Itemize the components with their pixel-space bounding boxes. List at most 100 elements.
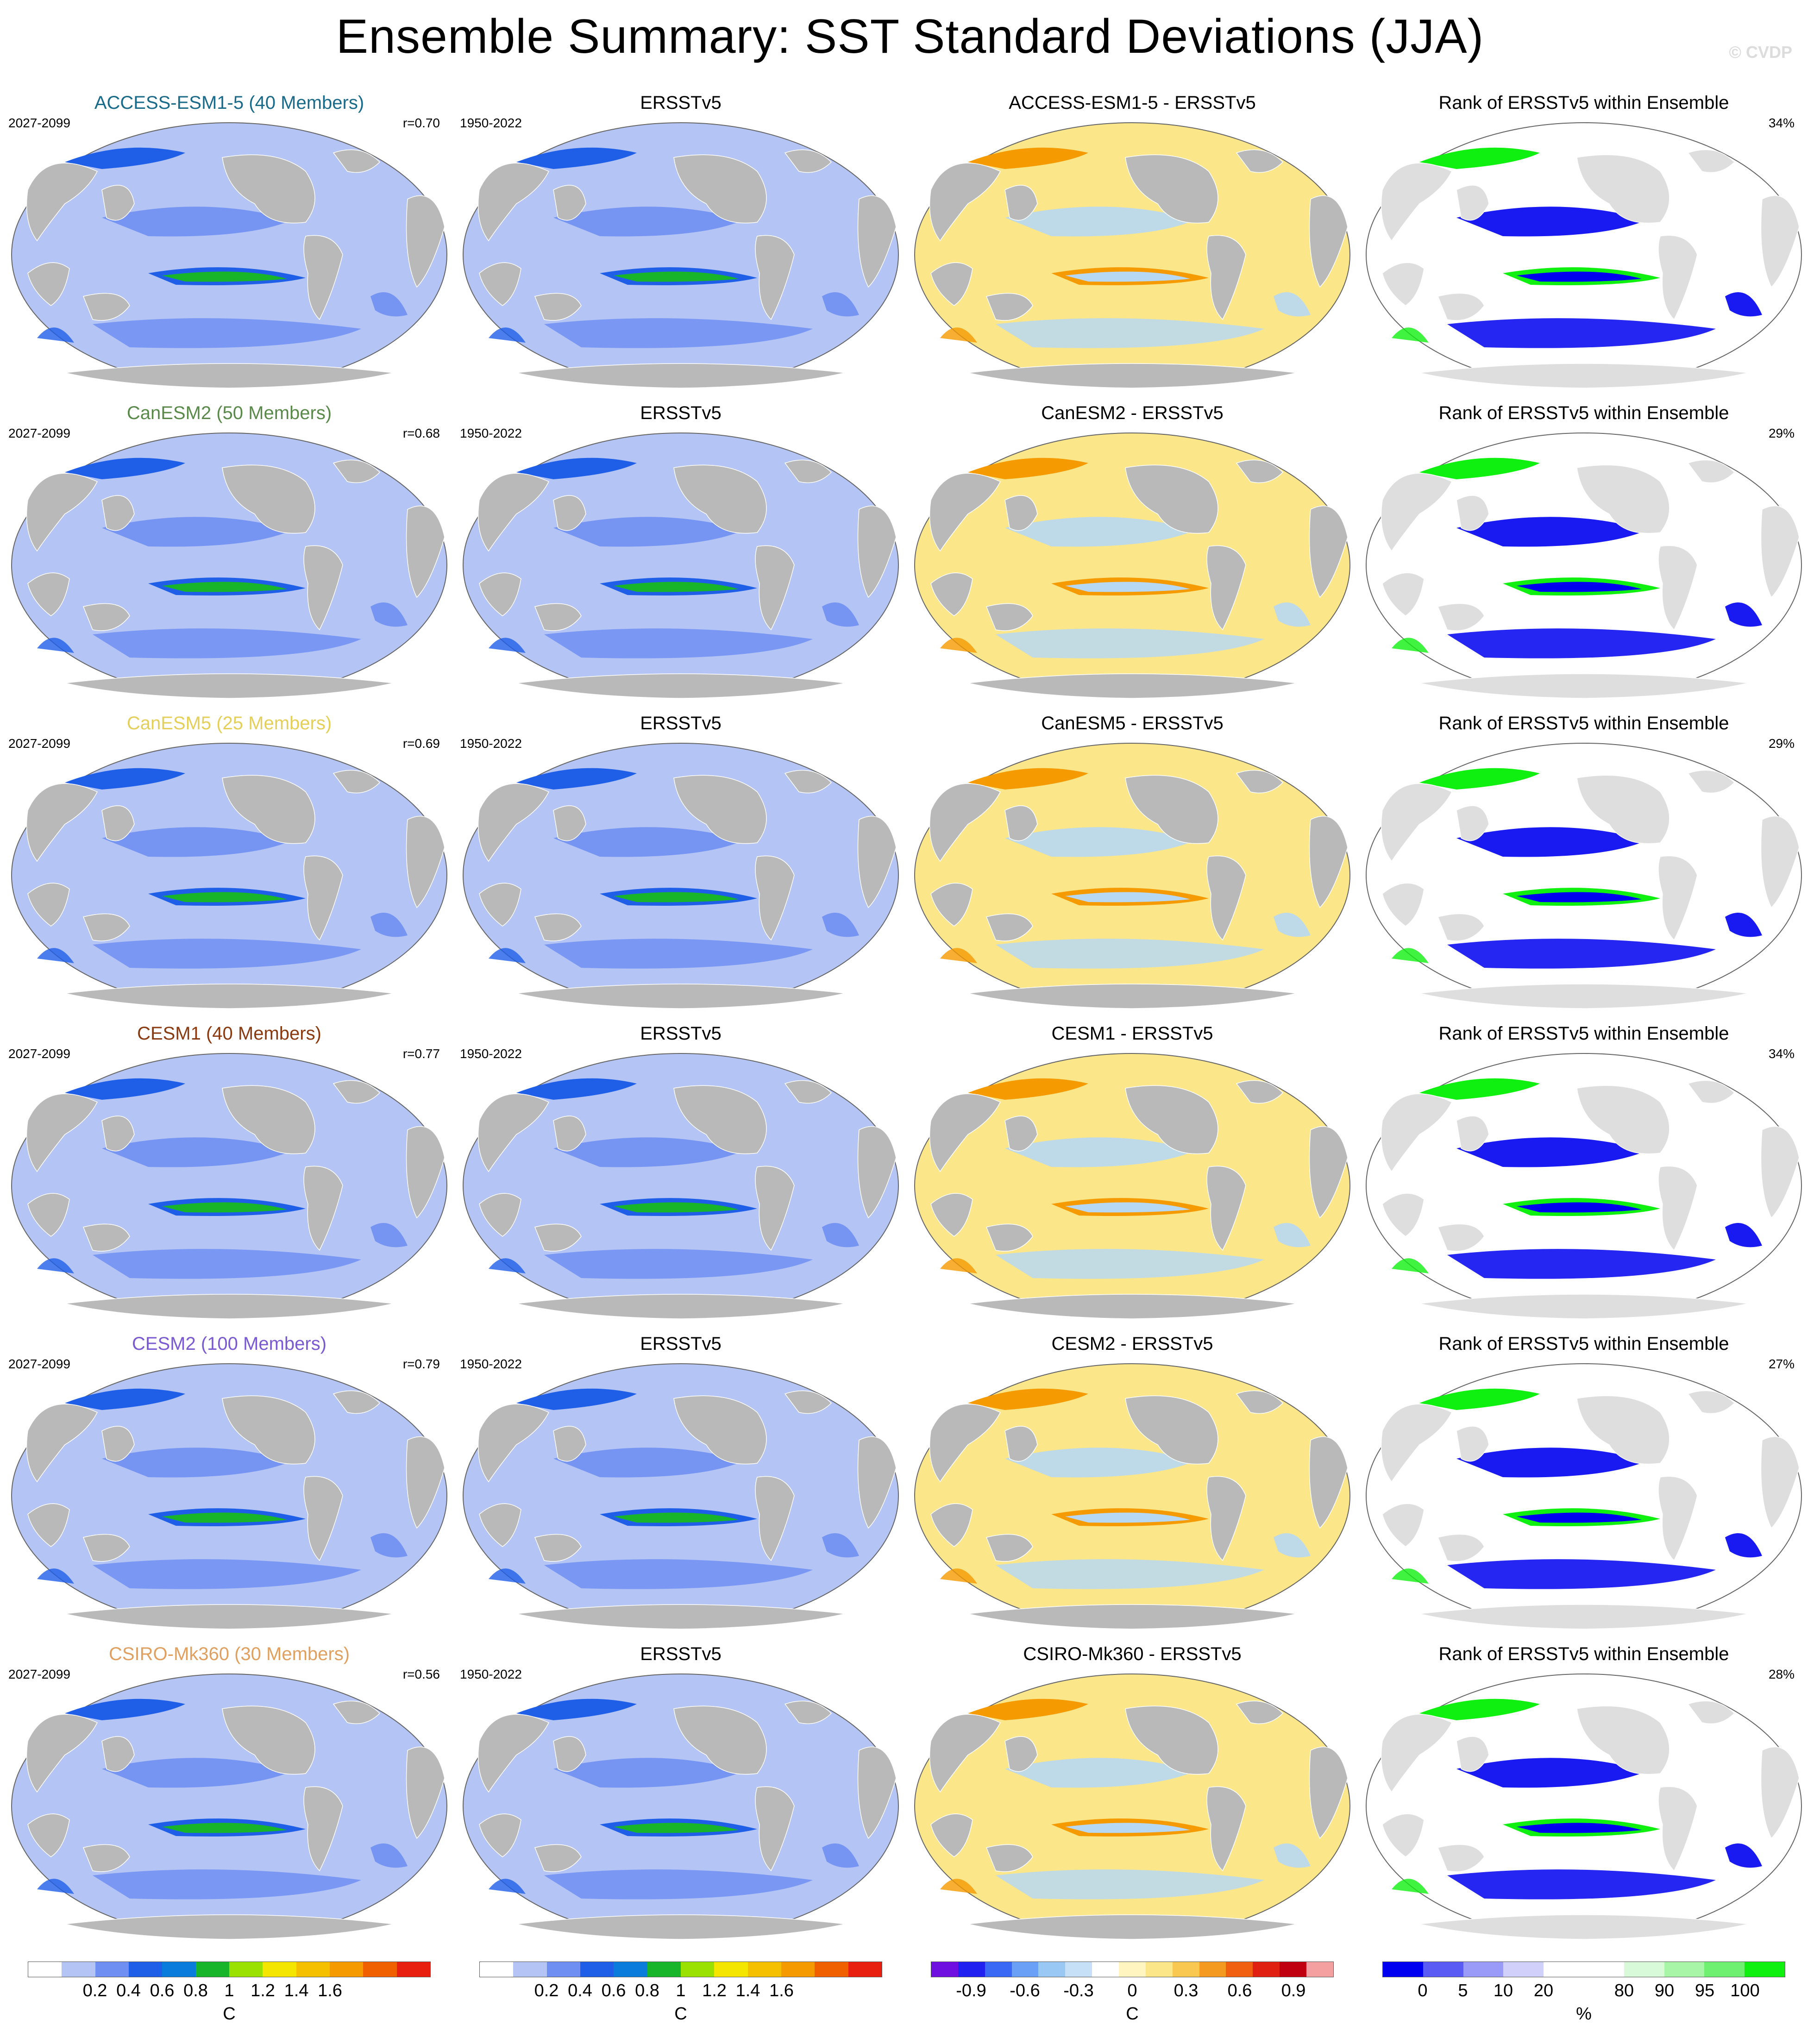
colorbar-swatch [513, 1962, 547, 1977]
obs-title: ERSSTv5 [640, 1023, 722, 1044]
panel-obs-2: ERSSTv5 1950-2022 [456, 713, 905, 1014]
colorbar-tick-label: 0.3 [1174, 1981, 1199, 2000]
colorbar-tick-label: 0.8 [183, 1981, 208, 2000]
colorbar-tick-label: 0.6 [150, 1981, 175, 2000]
obs-years: 1950-2022 [460, 1357, 522, 1371]
panel-model-1: CanESM2 (50 Members) 2027-2099 r=0.68 [5, 403, 454, 704]
obs-years: 1950-2022 [460, 426, 522, 440]
colorbar-difference: -0.9 -0.6 -0.3 0 0.3 0.6 0.9 C [931, 1962, 1334, 2031]
colorbar-swatch [1119, 1962, 1146, 1977]
world-map [914, 1673, 1350, 1940]
colorbar-tick-label: 0.4 [116, 1981, 141, 2000]
colorbar-tick-label: 0.2 [534, 1981, 559, 2000]
colorbar-tick-label: 100 [1730, 1981, 1760, 2000]
rank-percent: 34% [1768, 116, 1795, 130]
colorbar-swatch [680, 1962, 715, 1977]
world-map [1366, 1673, 1802, 1940]
panel-obs-3: ERSSTv5 1950-2022 [456, 1023, 905, 1324]
colorbar-swatch [580, 1962, 614, 1977]
colorbar-swatch [229, 1962, 263, 1977]
obs-years: 1950-2022 [460, 736, 522, 751]
colorbar-swatch [614, 1962, 647, 1977]
panel-diff-4: CESM2 - ERSSTv5 [908, 1334, 1357, 1635]
colorbar-swatch [1704, 1962, 1745, 1977]
rank-title: Rank of ERSSTv5 within Ensemble [1438, 1644, 1729, 1664]
colorbar-tick-label: 0.8 [635, 1981, 659, 2000]
colorbar-swatches [1382, 1962, 1785, 1977]
colorbar-tick-label: 0 [1418, 1981, 1428, 2000]
colorbar-swatch [1199, 1962, 1226, 1977]
colorbar-tick-label: 80 [1614, 1981, 1634, 2000]
colorbar-swatch [1583, 1962, 1624, 1977]
rank-title: Rank of ERSSTv5 within Ensemble [1438, 93, 1729, 113]
world-map [11, 1053, 447, 1319]
panel-diff-3: CESM1 - ERSSTv5 [908, 1023, 1357, 1324]
diff-title: ACCESS-ESM1-5 - ERSSTv5 [1009, 93, 1256, 113]
colorbar-tick-label: 1.2 [702, 1981, 727, 2000]
world-map [914, 1363, 1350, 1630]
colorbar-swatch [1306, 1962, 1333, 1977]
pattern-correlation: r=0.79 [402, 1357, 440, 1371]
world-map [11, 1363, 447, 1630]
colorbar-obs-std: 0.2 0.4 0.6 0.8 1 1.2 1.4 1.6 C [479, 1962, 882, 2031]
colorbar-swatch [546, 1962, 580, 1977]
model-years: 2027-2099 [8, 426, 70, 440]
colorbar-swatch [958, 1962, 985, 1977]
model-title: CESM2 (100 Members) [132, 1334, 327, 1354]
rank-title: Rank of ERSSTv5 within Ensemble [1438, 1334, 1729, 1354]
colorbar-swatch [1503, 1962, 1544, 1977]
panel-model-3: CESM1 (40 Members) 2027-2099 r=0.77 [5, 1023, 454, 1324]
world-map [914, 743, 1350, 1009]
world-map [1366, 743, 1802, 1009]
diff-title: CanESM5 - ERSSTv5 [1041, 713, 1224, 733]
colorbar-swatch [781, 1962, 815, 1977]
colorbar-swatch [714, 1962, 748, 1977]
colorbar-swatch [931, 1962, 958, 1977]
diff-title: CanESM2 - ERSSTv5 [1041, 403, 1224, 423]
colorbar-swatch [1463, 1962, 1504, 1977]
obs-title: ERSSTv5 [640, 403, 722, 423]
model-title: ACCESS-ESM1-5 (40 Members) [94, 93, 364, 113]
colorbar-swatch [95, 1962, 129, 1977]
model-title: CESM1 (40 Members) [137, 1023, 321, 1044]
obs-title: ERSSTv5 [640, 713, 722, 733]
world-map [463, 1363, 899, 1630]
colorbar-tick-label: 1 [224, 1981, 234, 2000]
world-map [1366, 432, 1802, 699]
colorbar-swatch [480, 1962, 514, 1977]
panel-diff-0: ACCESS-ESM1-5 - ERSSTv5 [908, 93, 1357, 394]
colorbar-swatch [1226, 1962, 1253, 1977]
model-years: 2027-2099 [8, 1357, 70, 1371]
colorbar-tick-label: 90 [1654, 1981, 1675, 2000]
world-map [463, 122, 899, 389]
obs-title: ERSSTv5 [640, 1644, 722, 1664]
world-map [914, 122, 1350, 389]
colorbar-swatch [162, 1962, 196, 1977]
colorbar-tick-label: 5 [1458, 1981, 1468, 2000]
world-map [463, 743, 899, 1009]
colorbar-unit: C [1126, 2004, 1139, 2024]
diff-title: CSIRO-Mk360 - ERSSTv5 [1023, 1644, 1242, 1664]
rank-percent: 29% [1768, 426, 1795, 440]
colorbar-swatch [1065, 1962, 1092, 1977]
world-map [914, 1053, 1350, 1319]
panel-rank-0: Rank of ERSSTv5 within Ensemble 34% [1359, 93, 1808, 394]
rank-title: Rank of ERSSTv5 within Ensemble [1438, 713, 1729, 733]
colorbar-unit: % [1576, 2004, 1592, 2024]
pattern-correlation: r=0.70 [402, 116, 440, 130]
colorbar-tick-label: 0 [1127, 1981, 1137, 2000]
colorbar-tick-label: 1 [676, 1981, 686, 2000]
diff-title: CESM1 - ERSSTv5 [1051, 1023, 1213, 1044]
model-years: 2027-2099 [8, 116, 70, 130]
colorbar-swatch [985, 1962, 1012, 1977]
colorbar-tick-label: 1.4 [284, 1981, 309, 2000]
panel-diff-1: CanESM2 - ERSSTv5 [908, 403, 1357, 704]
colorbar-swatch [363, 1962, 397, 1977]
colorbar-tick-label: 0.2 [82, 1981, 107, 2000]
colorbar-swatch [195, 1962, 229, 1977]
obs-years: 1950-2022 [460, 1047, 522, 1061]
colorbar-swatch [1038, 1962, 1066, 1977]
colorbar-swatch [1664, 1962, 1705, 1977]
world-map [11, 122, 447, 389]
colorbar-tick-label: 0.6 [601, 1981, 626, 2000]
